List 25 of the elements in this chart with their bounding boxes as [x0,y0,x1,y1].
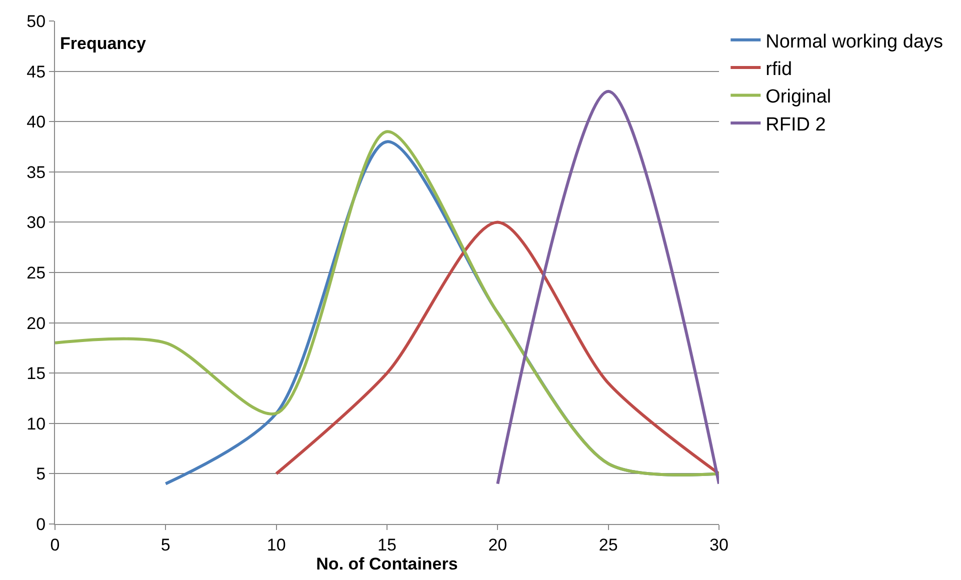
legend-label: rfid [766,58,792,80]
y-tick-label: 25 [26,263,46,282]
x-tick-label: 30 [710,535,728,554]
x-tick-label: 5 [160,535,170,554]
x-tick-label: 20 [488,535,508,554]
y-tick-label: 0 [36,514,46,534]
y-tick-label: 5 [36,464,46,484]
legend-label: Original [766,86,832,108]
legend-label: RFID 2 [766,114,826,136]
line-series [274,220,719,476]
y-tick-label: 40 [26,112,46,132]
x-tick-label: 10 [266,535,286,554]
y-tick-label: 35 [26,162,46,182]
legend-label: Normal working days [766,31,944,52]
y-tick-label: 45 [26,62,46,82]
y-axis-title: Frequancy [60,34,147,53]
x-tick-label: 0 [50,535,60,554]
y-tick-label: 30 [26,213,46,232]
x-axis-title: No. of Containers [316,554,458,574]
y-tick-label: 10 [26,414,46,434]
x-tick-label: 15 [378,535,396,554]
y-tick-label: 20 [26,314,46,333]
y-tick-label: 50 [26,12,46,31]
y-tick-label: 15 [26,364,46,384]
x-tick-label: 25 [598,535,618,554]
